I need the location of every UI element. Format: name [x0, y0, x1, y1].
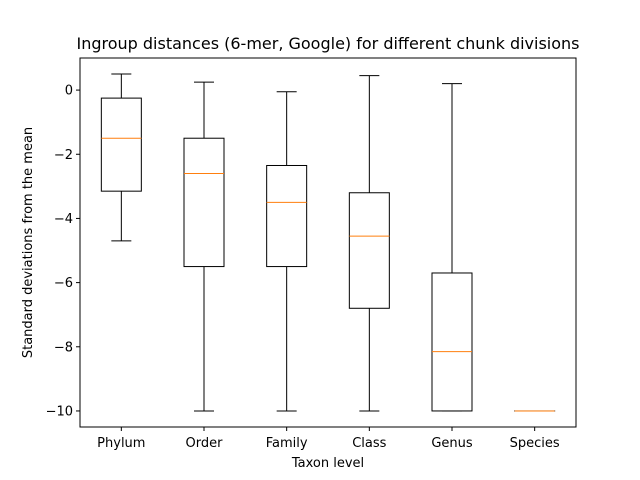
- x-tick-label: Class: [352, 436, 386, 451]
- box-genus: [431, 83, 473, 412]
- iqr-box: [100, 97, 142, 192]
- iqr-box: [348, 192, 390, 309]
- plot-area: [100, 73, 556, 412]
- y-tick-label: −4: [54, 212, 73, 227]
- y-tick-label: −2: [54, 148, 73, 163]
- y-axis-title: Standard deviations from the mean: [21, 127, 36, 358]
- box-phylum: [100, 73, 142, 242]
- box-class: [348, 75, 390, 412]
- x-tick-label: Phylum: [97, 436, 145, 451]
- y-tick-label: −6: [54, 276, 73, 291]
- iqr-box: [431, 272, 473, 412]
- x-tick-label: Family: [266, 436, 308, 451]
- x-tick-label: Genus: [431, 436, 473, 451]
- iqr-box: [266, 164, 308, 268]
- iqr-box: [183, 137, 225, 268]
- y-axis-ticks: 0 −2 −4 −6 −8 −10: [46, 84, 80, 419]
- x-axis-ticks: Phylum Order Family Class Genus Species: [97, 427, 560, 451]
- chart-title: Ingroup distances (6-mer, Google) for di…: [76, 34, 579, 53]
- box-order: [183, 81, 225, 412]
- axes-frame: [79, 57, 577, 428]
- x-tick-label: Species: [510, 436, 560, 451]
- x-axis-title: Taxon level: [291, 456, 364, 471]
- x-tick-label: Order: [186, 436, 224, 451]
- box-family: [266, 91, 308, 412]
- y-tick-label: −8: [54, 340, 73, 355]
- y-tick-label: −10: [46, 404, 73, 419]
- y-tick-label: 0: [65, 84, 73, 99]
